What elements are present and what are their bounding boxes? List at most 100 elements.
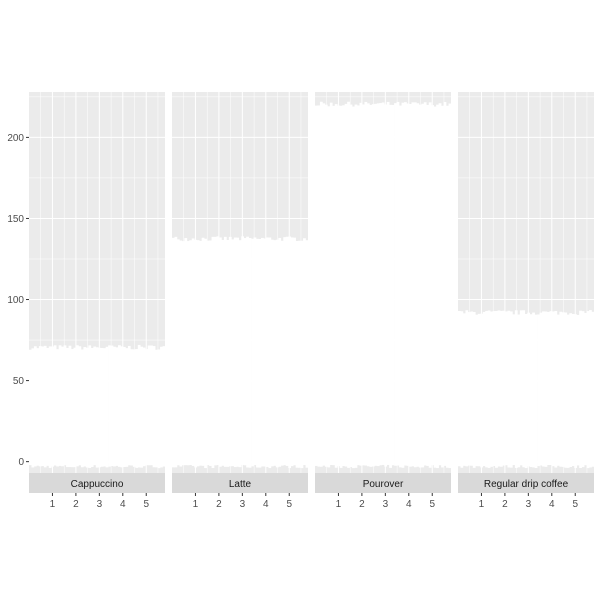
bar: [537, 314, 540, 467]
bar: [352, 106, 355, 469]
facet-strip: [29, 473, 165, 493]
bar: [485, 310, 488, 468]
bar: [421, 103, 425, 468]
bar: [108, 345, 111, 467]
bar: [475, 314, 479, 467]
bar: [431, 105, 434, 466]
bar: [105, 346, 109, 468]
bar: [416, 103, 420, 467]
bar: [438, 103, 442, 466]
bar: [423, 102, 427, 466]
bar: [465, 310, 469, 467]
bar: [512, 314, 516, 466]
bar: [46, 347, 50, 466]
bar: [542, 311, 545, 467]
bar: [226, 240, 230, 467]
x-tick-label: 3: [383, 499, 389, 510]
bar: [404, 102, 407, 466]
bar: [492, 311, 496, 466]
bar: [319, 101, 323, 467]
bar: [293, 237, 296, 466]
x-tick-label: 4: [263, 499, 269, 510]
bar: [265, 237, 269, 467]
bar: [127, 345, 131, 466]
bar: [396, 101, 400, 466]
bar: [579, 310, 582, 468]
bar: [191, 238, 195, 466]
bar: [176, 239, 180, 466]
bar: [206, 240, 210, 466]
bar: [376, 103, 380, 467]
bar: [581, 311, 585, 468]
bar: [172, 237, 175, 468]
bar: [233, 237, 237, 468]
facet-panel-pourover: Pourover 1 2 3 4 5: [315, 92, 452, 510]
facet-panel-regular-drip-coffee: Regular drip coffee 1 2 3 4 5: [458, 92, 595, 510]
bar: [236, 237, 240, 467]
bar: [529, 314, 533, 468]
bar: [248, 238, 252, 468]
y-tick-label: 50: [13, 376, 25, 387]
bar: [441, 105, 444, 468]
bar: [408, 103, 412, 467]
bar: [58, 345, 62, 466]
bar: [394, 103, 397, 466]
bar: [41, 346, 45, 467]
bar: [381, 102, 385, 465]
bar: [251, 238, 254, 467]
bar: [280, 240, 284, 466]
bar: [135, 349, 139, 468]
bar: [389, 104, 392, 468]
bar: [113, 346, 116, 467]
bar: [29, 349, 32, 466]
bar: [290, 237, 294, 467]
facet-strip-label: Cappuccino: [71, 479, 124, 490]
bar: [253, 237, 257, 466]
x-tick-label: 4: [120, 499, 126, 510]
y-tick-label: 200: [7, 133, 24, 144]
bar: [534, 314, 538, 468]
bar: [544, 311, 548, 467]
bar: [490, 311, 493, 467]
bar: [130, 349, 134, 466]
bar: [401, 102, 405, 468]
bar: [246, 236, 249, 468]
bar: [214, 236, 217, 466]
bar: [497, 310, 501, 467]
bar: [263, 238, 267, 467]
bar: [366, 103, 370, 467]
bar: [100, 348, 104, 467]
bar: [458, 310, 461, 467]
bar: [327, 106, 331, 468]
bar: [184, 238, 188, 466]
bar: [564, 312, 568, 468]
bar: [93, 346, 97, 466]
bar: [472, 312, 476, 468]
bar: [418, 104, 422, 468]
bar: [283, 237, 287, 466]
bar: [554, 311, 558, 468]
bar: [547, 311, 550, 466]
bar: [270, 239, 274, 467]
y-tick-label: 100: [7, 295, 24, 306]
bar: [204, 238, 207, 469]
bar: [278, 237, 282, 467]
bar: [549, 311, 553, 466]
bar: [342, 105, 345, 467]
bar: [63, 345, 67, 466]
facet-strip: [315, 473, 451, 493]
bar: [261, 237, 264, 467]
bar: [517, 314, 521, 468]
bar: [502, 310, 506, 466]
bar: [196, 240, 200, 467]
bar: [71, 349, 74, 468]
x-tick-label: 3: [97, 499, 103, 510]
facet-strip: [172, 473, 308, 493]
bar: [477, 313, 481, 467]
bar: [371, 104, 375, 467]
bar: [61, 346, 64, 467]
bar: [500, 310, 503, 467]
x-tick-label: 5: [143, 499, 149, 510]
bar: [66, 347, 69, 468]
